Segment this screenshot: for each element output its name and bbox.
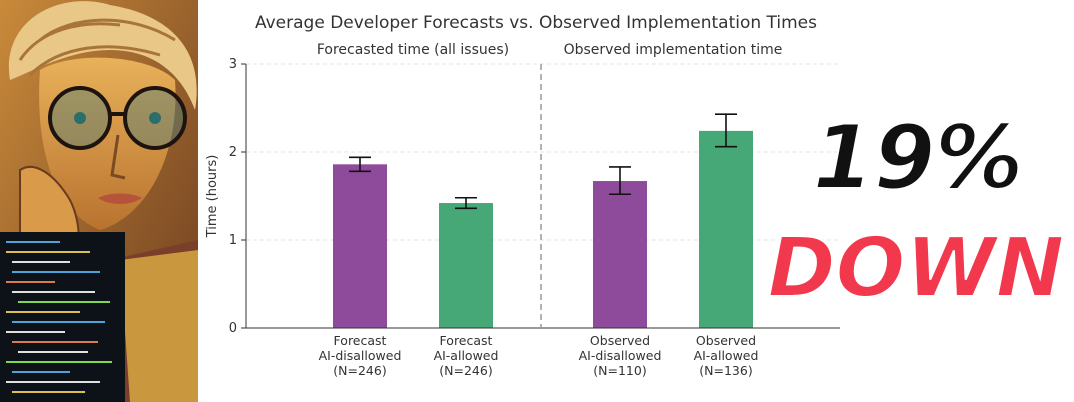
y-axis-label: Time (hours) bbox=[205, 155, 220, 239]
bar-chart: Average Developer Forecasts vs. Observed… bbox=[205, 13, 840, 378]
category-label: (N=110) bbox=[593, 363, 646, 378]
headline-percent: 19% bbox=[813, 106, 1024, 209]
bar bbox=[699, 130, 753, 328]
y-tick-label: 1 bbox=[229, 233, 237, 248]
y-tick-label: 0 bbox=[229, 321, 237, 336]
bar bbox=[593, 181, 647, 328]
headline-down: DOWN bbox=[768, 221, 1064, 316]
axes bbox=[245, 64, 840, 329]
panel-title: Observed implementation time bbox=[564, 42, 783, 58]
category-labels: ForecastAI-disallowed(N=246)ForecastAI-a… bbox=[319, 333, 759, 378]
y-tick-label: 3 bbox=[229, 57, 237, 72]
error-bars bbox=[349, 113, 737, 210]
panel-title: Forecasted time (all issues) bbox=[317, 42, 509, 58]
category-label: (N=246) bbox=[439, 363, 492, 378]
bars bbox=[333, 130, 753, 328]
category-label: Observed bbox=[590, 333, 650, 348]
bar bbox=[333, 164, 387, 328]
category-label: (N=136) bbox=[699, 363, 752, 378]
category-label: AI-disallowed bbox=[579, 348, 662, 363]
y-tick-labels: 0 1 2 3 bbox=[229, 57, 246, 336]
headline-graphic: 19% DOWN bbox=[768, 105, 1065, 317]
category-label: AI-allowed bbox=[694, 348, 759, 363]
y-tick-label: 2 bbox=[229, 145, 237, 160]
panel-titles: Forecasted time (all issues) Observed imp… bbox=[317, 42, 783, 58]
portrait-illustration bbox=[0, 0, 198, 402]
category-label: Observed bbox=[696, 333, 756, 348]
category-label: Forecast bbox=[334, 333, 387, 348]
chart-title: Average Developer Forecasts vs. Observed… bbox=[255, 13, 817, 33]
category-label: Forecast bbox=[440, 333, 493, 348]
category-label: AI-allowed bbox=[434, 348, 499, 363]
category-label: (N=246) bbox=[333, 363, 386, 378]
bar bbox=[439, 203, 493, 328]
category-label: AI-disallowed bbox=[319, 348, 402, 363]
